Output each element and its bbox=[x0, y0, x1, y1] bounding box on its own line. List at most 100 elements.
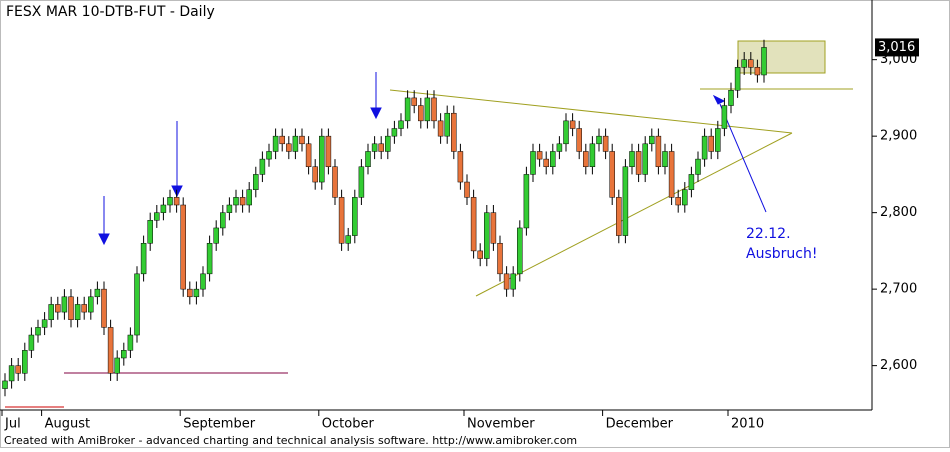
arrows bbox=[98, 72, 767, 246]
candle-body bbox=[312, 166, 318, 183]
candle-body bbox=[378, 143, 384, 152]
candle-body bbox=[107, 327, 114, 374]
candle-body bbox=[589, 143, 596, 168]
candle-body bbox=[206, 242, 213, 275]
annotation: Ausbruch! bbox=[746, 246, 817, 262]
candle-body bbox=[259, 158, 266, 175]
candle-body bbox=[675, 197, 681, 206]
candle-body bbox=[688, 174, 695, 190]
last-price-label: 3,016 bbox=[878, 40, 915, 55]
candle-body bbox=[101, 288, 107, 328]
candle-body bbox=[246, 189, 252, 206]
candle-body bbox=[345, 235, 351, 244]
candle-body bbox=[74, 304, 81, 320]
candle-body bbox=[497, 242, 503, 275]
candle-body bbox=[715, 128, 721, 152]
arrow bbox=[719, 103, 767, 213]
candle-body bbox=[437, 120, 444, 137]
candle-body bbox=[22, 350, 28, 374]
candle-body bbox=[470, 197, 477, 252]
candle-body bbox=[266, 151, 272, 160]
candle-body bbox=[299, 135, 305, 145]
candle-body bbox=[543, 158, 549, 168]
x-tick-label: November bbox=[467, 417, 535, 432]
candle-body bbox=[220, 212, 226, 229]
candle-body bbox=[609, 151, 615, 198]
x-tick-label: September bbox=[183, 417, 256, 432]
candle-body bbox=[510, 273, 516, 290]
x-tick-label: August bbox=[45, 417, 91, 432]
candle-body bbox=[451, 112, 457, 152]
last-price-tag bbox=[875, 38, 919, 57]
candle-body bbox=[761, 47, 767, 76]
candle-body bbox=[477, 250, 483, 259]
candle-body bbox=[213, 227, 219, 244]
candle-body bbox=[569, 120, 576, 129]
candle-body bbox=[239, 197, 246, 206]
candle-body bbox=[523, 174, 530, 229]
candle-body bbox=[41, 319, 48, 328]
x-tick-label: Jul bbox=[4, 417, 21, 432]
candle-body bbox=[121, 350, 127, 359]
candle-body bbox=[741, 59, 747, 68]
chart-title: FESX MAR 10-DTB-FUT - Daily bbox=[6, 4, 215, 20]
y-tick-label: 2,900 bbox=[880, 129, 917, 144]
candle-body bbox=[167, 197, 173, 206]
candle-body bbox=[622, 166, 629, 236]
arrow-head bbox=[370, 107, 382, 120]
candle-body bbox=[81, 304, 87, 313]
candle-body bbox=[233, 197, 239, 206]
candle-body bbox=[484, 212, 490, 259]
candle-body bbox=[193, 288, 200, 298]
candle-body bbox=[642, 143, 648, 175]
candle-body bbox=[721, 105, 728, 129]
candle-body bbox=[550, 151, 556, 168]
candle-body bbox=[358, 166, 365, 198]
candle-body bbox=[695, 158, 701, 175]
candle-body bbox=[279, 135, 285, 145]
candle-body bbox=[424, 97, 431, 122]
candle-body bbox=[61, 296, 68, 313]
candle-body bbox=[68, 296, 74, 320]
candle-body bbox=[35, 327, 41, 336]
candle-body bbox=[662, 151, 668, 168]
candle-body bbox=[517, 227, 523, 275]
candle-body bbox=[48, 304, 54, 320]
candle-body bbox=[556, 143, 563, 152]
candle-body bbox=[338, 197, 345, 244]
candle-body bbox=[635, 151, 642, 175]
y-tick-label: 2,600 bbox=[880, 358, 917, 373]
candle-body bbox=[563, 120, 569, 145]
y-tick-label: 2,800 bbox=[880, 205, 917, 220]
candle-body bbox=[127, 334, 134, 351]
candle-body bbox=[418, 105, 424, 122]
candle-body bbox=[431, 97, 437, 122]
candle-body bbox=[385, 135, 391, 152]
candle-body bbox=[708, 135, 714, 152]
candle-body bbox=[140, 242, 147, 275]
consolidation-box bbox=[737, 40, 826, 74]
candle-body bbox=[55, 304, 61, 313]
candle-body bbox=[272, 135, 279, 152]
candle-body bbox=[292, 135, 299, 152]
candle-body bbox=[180, 204, 186, 290]
candle-body bbox=[286, 143, 292, 152]
x-tick-label: December bbox=[606, 417, 674, 432]
y-tick-label: 2,700 bbox=[880, 282, 917, 297]
candle-body bbox=[305, 143, 312, 168]
candle-body bbox=[701, 135, 708, 160]
candle-body bbox=[8, 365, 15, 382]
candle-body bbox=[668, 151, 675, 198]
candle-body bbox=[583, 151, 589, 168]
candle-body bbox=[365, 151, 371, 168]
candle-body bbox=[325, 135, 332, 168]
x-tick-label: October bbox=[322, 417, 375, 432]
x-tick-label: 2010 bbox=[731, 417, 764, 432]
candle-body bbox=[576, 128, 582, 152]
candle-body bbox=[160, 204, 167, 213]
candle-body bbox=[655, 135, 662, 168]
candle-body bbox=[226, 204, 233, 213]
candle-body bbox=[649, 135, 655, 145]
candle-body bbox=[200, 273, 206, 290]
